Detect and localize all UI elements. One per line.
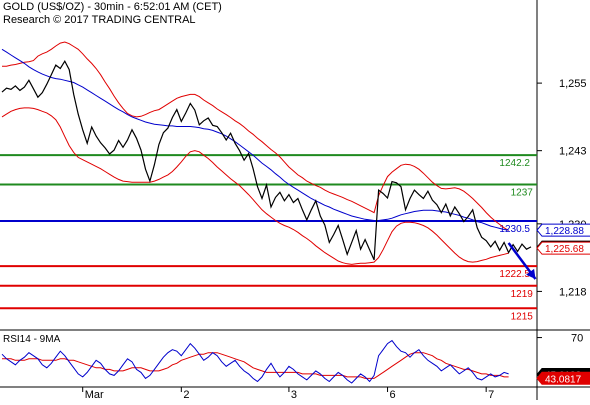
price-tag: 1,228.88 (545, 226, 584, 237)
x-tick-label: 2 (183, 389, 189, 400)
y-tick-label: 70 (571, 333, 583, 345)
x-tick-label: Mar (85, 389, 104, 400)
price-tag-box (536, 241, 590, 255)
level-label: 1219 (511, 289, 534, 300)
indicator-tag: 43.0817 (545, 374, 582, 385)
y-tick-label: 1,218 (559, 286, 587, 298)
level-label: 1237 (511, 187, 534, 198)
projection-arrow-head (526, 268, 536, 280)
price-line (1, 59, 532, 261)
x-axis: Mar 2 3 6 7 (0, 386, 590, 401)
indicator-title: RSI14 - 9MA (3, 334, 61, 345)
price-tag: 1,225.68 (545, 244, 584, 255)
y-tick-label: 1,243 (559, 146, 587, 158)
y-tick-label: 1,255 (559, 78, 587, 90)
level-label: 1230.5 (499, 224, 530, 235)
x-tick-label: 3 (291, 389, 297, 400)
level-label: 1242.2 (499, 158, 530, 169)
upper-band-line (2, 41, 509, 232)
price-tag-box (536, 223, 590, 237)
x-tick-label: 7 (488, 389, 494, 400)
rsi-line (1, 339, 509, 384)
moving-average-line (1, 48, 509, 231)
x-tick-label: 6 (390, 389, 396, 400)
level-label: 1222.5 (499, 269, 530, 280)
lower-band-line (1, 107, 509, 265)
indicator-panel: RSI14 - 9MA7045.613843.0817 (1, 333, 590, 385)
level-label: 1215 (511, 311, 534, 322)
chart-subtitle: Research © 2017 TRADING CENTRAL (3, 14, 196, 26)
chart-title: GOLD (US$/OZ) - 30min - 6:52:01 AM (CET) (3, 1, 222, 13)
indicator-tag-box (536, 371, 590, 385)
rsi-ma-line (2, 352, 509, 379)
